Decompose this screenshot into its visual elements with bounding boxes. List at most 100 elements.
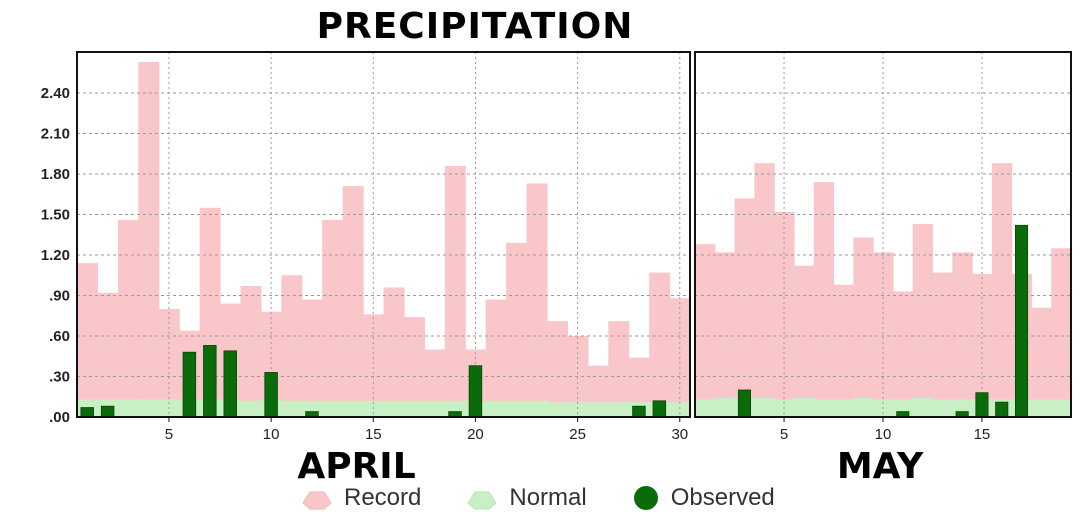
observed-bar	[632, 405, 646, 418]
legend-item-record: Record	[300, 484, 421, 512]
normal-bar	[546, 402, 568, 417]
record-bar	[793, 265, 815, 417]
normal-bar	[833, 399, 854, 417]
observed-bar	[203, 345, 217, 418]
normal-bar	[567, 402, 589, 417]
observed-swatch-icon	[633, 486, 658, 510]
normal-bar	[608, 402, 630, 417]
chart-title: PRECIPITATION	[316, 6, 634, 47]
legend: Record Normal Observed	[300, 483, 819, 513]
x-tick-label: 15	[974, 426, 991, 443]
record-bar	[734, 198, 755, 417]
legend-label-normal: Normal	[509, 484, 587, 511]
normal-bar	[754, 398, 775, 417]
observed-bar	[80, 407, 94, 418]
x-tick-label: 25	[569, 426, 586, 443]
record-bar	[932, 272, 953, 417]
observed-bar	[223, 350, 237, 418]
y-tick-label: 1.20	[41, 247, 70, 264]
panel-may: 5 10 15 MAY	[694, 51, 1072, 487]
record-bar	[1051, 248, 1072, 417]
y-tick-label: .60	[49, 328, 70, 345]
normal-bar	[587, 402, 609, 417]
normal-bar	[813, 399, 835, 417]
x-tick-label: 10	[875, 426, 892, 443]
y-tick-label: 1.50	[41, 207, 70, 224]
normal-bar	[695, 399, 716, 417]
record-bar	[546, 321, 568, 417]
normal-bar	[383, 400, 405, 417]
record-bar	[363, 314, 385, 417]
normal-bar	[403, 400, 425, 417]
x-tick-label: 5	[780, 426, 788, 443]
record-bar	[853, 237, 874, 417]
record-bar	[833, 284, 854, 417]
x-tick-label: 30	[671, 426, 688, 443]
record-bar	[649, 272, 671, 417]
normal-bar	[485, 400, 507, 417]
observed-bar	[652, 400, 667, 418]
normal-bar	[912, 398, 934, 417]
month-label: MAY	[837, 446, 924, 487]
observed-bar	[975, 392, 989, 418]
normal-bar	[281, 400, 303, 417]
record-bar	[322, 219, 344, 417]
legend-item-observed: Observed	[631, 483, 775, 513]
normal-swatch-icon	[467, 491, 498, 510]
record-bar	[506, 242, 528, 417]
record-bar	[138, 61, 160, 417]
y-tick-label: 1.80	[41, 166, 70, 183]
normal-bar	[932, 399, 953, 417]
record-bar	[526, 183, 548, 417]
legend-item-normal: Normal	[465, 484, 587, 512]
observed-bar	[995, 401, 1009, 418]
observed-bar	[182, 351, 197, 418]
normal-bar	[138, 399, 160, 417]
legend-label-observed: Observed	[670, 484, 775, 511]
observed-bar	[737, 389, 752, 418]
x-tick-label: 5	[165, 426, 173, 443]
record-bar	[608, 321, 630, 417]
record-bar	[240, 286, 262, 417]
normal-bar	[117, 399, 139, 417]
record-swatch-icon	[302, 491, 332, 510]
normal-bar	[1031, 399, 1052, 417]
y-tick-label: .90	[49, 288, 70, 305]
record-bar	[695, 244, 716, 417]
record-bar	[714, 252, 736, 417]
record-bar	[991, 163, 1013, 417]
record-bar	[97, 292, 119, 417]
x-tick-label: 10	[263, 426, 280, 443]
record-bar	[774, 211, 795, 417]
y-tick-label: .00	[49, 409, 70, 426]
record-bar	[424, 349, 446, 417]
x-tick-label: 20	[467, 426, 484, 443]
record-bar	[972, 273, 993, 417]
normal-bar	[714, 398, 736, 417]
record-bar	[444, 165, 466, 417]
record-bar	[403, 317, 425, 417]
observed-bar	[1014, 224, 1029, 418]
record-bar	[117, 219, 139, 417]
normal-bar	[853, 398, 874, 417]
record-bar	[342, 186, 364, 417]
normal-bar	[424, 400, 446, 417]
record-bar	[281, 275, 303, 417]
legend-label-record: Record	[344, 484, 422, 511]
record-bar	[1031, 307, 1052, 417]
normal-bar	[1051, 399, 1072, 417]
normal-bar	[669, 402, 691, 417]
record-bar	[912, 223, 934, 417]
normal-bar	[240, 400, 262, 417]
normal-bar	[793, 398, 815, 417]
normal-bar	[342, 400, 364, 417]
normal-bar	[506, 400, 528, 417]
record-bar	[892, 291, 914, 417]
normal-bar	[526, 400, 548, 417]
y-tick-label: 2.40	[41, 85, 70, 102]
plot-frame	[76, 51, 691, 418]
y-tick-label: 2.10	[41, 126, 70, 143]
record-bar	[485, 299, 507, 417]
record-bar	[383, 287, 405, 417]
